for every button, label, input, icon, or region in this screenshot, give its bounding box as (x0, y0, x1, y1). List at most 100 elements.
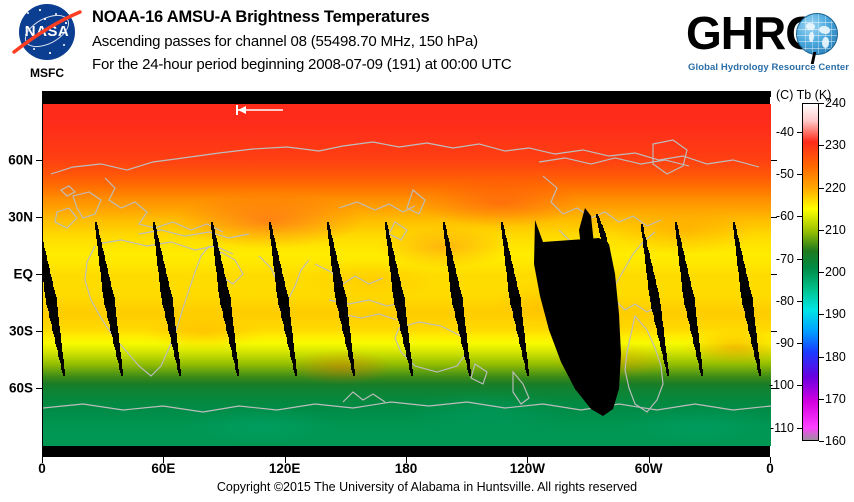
swath-gap-segment (469, 372, 471, 377)
swath-gap-segment (451, 297, 463, 302)
swath-gap-segment (457, 323, 466, 328)
swath-gap-segment (751, 339, 758, 344)
swath-gap-segment (501, 228, 505, 233)
y-axis-tick (36, 274, 42, 275)
swath-gap-segment (394, 300, 405, 305)
swath-gap-segment (502, 231, 506, 237)
swath-gap-segment (219, 297, 231, 302)
swath-gap-segment (693, 339, 700, 344)
swath-gap-segment (216, 270, 225, 276)
swath-gap-segment (179, 372, 181, 377)
colorbar-label-kelvin: 200 (825, 265, 846, 279)
swath-gap-segment (106, 310, 116, 315)
colorbar-tick-kelvin (819, 314, 824, 316)
swath-gap-segment (54, 336, 61, 341)
swath-gap-segment (120, 368, 123, 374)
nasa-msfc-logo: NASA MSFC (8, 4, 84, 86)
swath-gap-segment (331, 261, 339, 266)
swath-gap-segment (449, 277, 458, 282)
subtitle-period: For the 24-hour period beginning 2008-07… (92, 56, 512, 74)
swath-gap-segment (680, 267, 688, 273)
swath-gap-segment (448, 267, 456, 273)
swath-gap-segment (212, 235, 217, 240)
x-axis-tick-top (648, 91, 650, 97)
swath-gap-segment (505, 261, 513, 266)
swath-gap-segment (114, 342, 120, 348)
swath-gap-segment (409, 365, 413, 370)
swath-gap-segment (700, 368, 703, 374)
swath-gap-segment (281, 313, 291, 318)
ghrc-subtitle: Global Hydrology Resource Center (688, 62, 850, 73)
swath-gap-segment (275, 277, 284, 282)
swath-gap-segment (688, 316, 697, 322)
swath-gap-segment (682, 290, 693, 295)
swath-gap-segment (329, 241, 334, 247)
swath-gap-segment (734, 231, 738, 237)
x-axis-tick (406, 457, 407, 463)
swath-gap-segment (388, 251, 394, 256)
swath-gap-segment (738, 267, 746, 273)
satellite-swath-gaps (43, 104, 771, 446)
swath-gap-segment (57, 349, 63, 354)
swath-gap-segment (349, 358, 354, 364)
swath-gap-segment (446, 251, 452, 256)
swath-gap-segment (333, 277, 342, 282)
y-axis-tick (36, 217, 42, 218)
temperature-cell (188, 404, 335, 446)
swath-gap-segment (334, 290, 345, 295)
y-axis-tick (36, 388, 42, 389)
swath-gap-segment (44, 290, 55, 295)
swath-gap-segment (335, 293, 346, 299)
swath-gap-segment (655, 320, 663, 325)
swath-gap-segment (101, 280, 111, 286)
swath-gap-segment (389, 257, 396, 263)
colorbar-gradient (803, 104, 818, 440)
swath-gap-segment (644, 249, 649, 255)
colorbar-tick-kelvin (819, 398, 824, 400)
temperature-cell (290, 350, 393, 385)
swath-gap-segment (287, 339, 294, 344)
swath-gap-segment (682, 287, 693, 292)
swath-gap-segment (213, 241, 218, 247)
swath-gap-segment (691, 329, 699, 335)
colorbar[interactable] (802, 103, 819, 441)
swath-gap-segment (503, 244, 509, 250)
swath-gap-segment (667, 372, 669, 377)
swath-gap-segment (327, 222, 329, 227)
swath-gap-segment (211, 228, 215, 233)
swath-gap-segment (99, 257, 106, 263)
swath-gap-segment (59, 355, 64, 361)
swath-gap-segment (348, 352, 353, 357)
swath-gap-segment (95, 228, 99, 233)
swath-gap-segment (353, 372, 355, 377)
swath-gap-segment (649, 291, 659, 296)
swath-gap-segment (643, 243, 648, 248)
swath-gap-segment (175, 358, 180, 364)
swath-gap-segment (501, 225, 504, 230)
colorbar-tick-kelvin (819, 441, 824, 442)
swath-gap-segment (505, 257, 512, 263)
swath-gap-segment (218, 283, 228, 289)
swath-gap-segment (386, 231, 390, 237)
swath-gap-segment (154, 238, 159, 243)
ghrc-logo: GHRC Global Hydrology Resource Center (686, 4, 850, 82)
swath-gap-segment (99, 261, 107, 266)
swath-gap-segment (684, 300, 695, 305)
swath-gap-segment (277, 293, 288, 299)
swath-gap-segment (644, 252, 650, 258)
swath-gap-segment (272, 251, 278, 256)
swath-gap-segment (340, 319, 350, 325)
swath-gap-segment (739, 277, 748, 282)
swath-gap-segment (656, 326, 664, 332)
swath-gap-segment (679, 261, 687, 266)
swath-gap-segment (164, 310, 174, 315)
y-axis-label: EQ (13, 266, 33, 282)
swath-gap-segment (118, 362, 122, 367)
swath-gap-segment (517, 332, 525, 338)
swath-gap-segment (749, 332, 757, 338)
swath-gap-segment (658, 333, 665, 338)
swath-gap-segment (406, 352, 411, 357)
swath-gap-segment (289, 349, 295, 354)
swath-gap-segment (337, 303, 348, 308)
map-plot-area[interactable] (42, 91, 771, 457)
